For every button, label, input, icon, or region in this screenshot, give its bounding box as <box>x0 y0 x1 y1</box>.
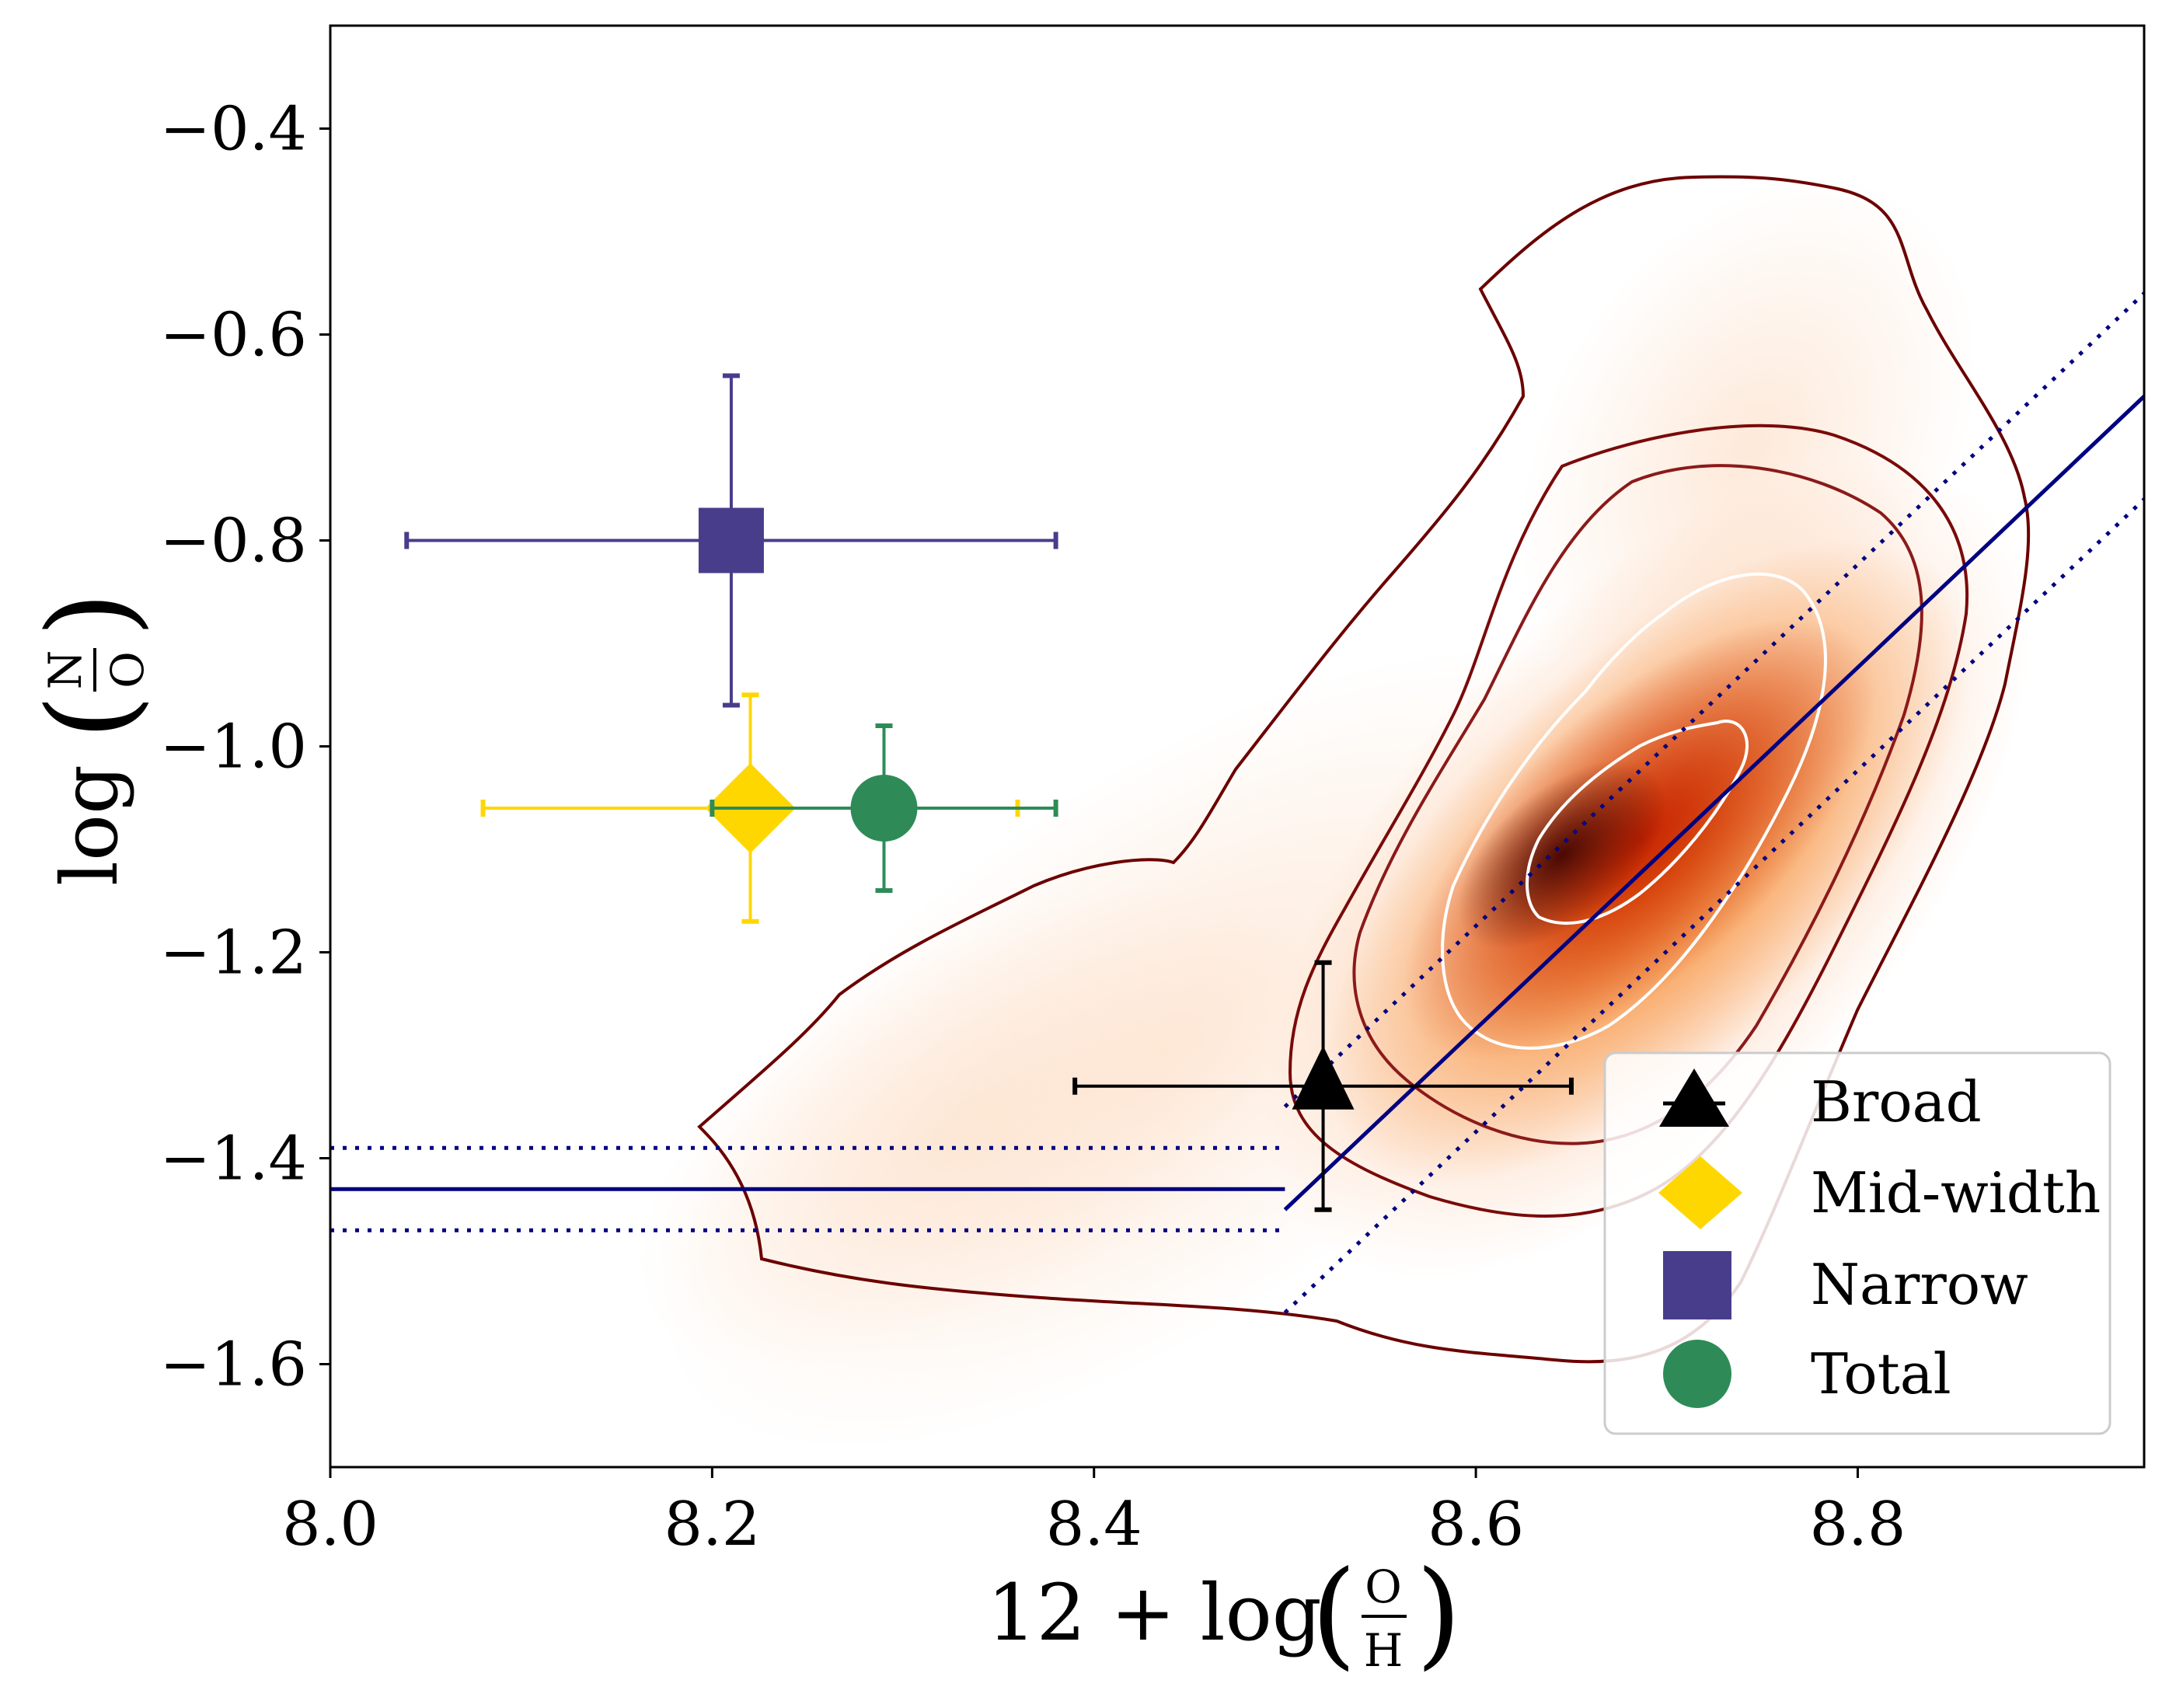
legend: Broad Mid-width Narrow Total <box>1603 1051 2111 1435</box>
data-point-narrow <box>404 373 1058 708</box>
y-tick-label: −0.4 <box>160 95 307 165</box>
svg-text:12 + log: 12 + log <box>987 1567 1322 1658</box>
slope-fit-line <box>1283 395 2144 1211</box>
legend-narrow-square <box>1663 1251 1731 1319</box>
legend-label-total: Total <box>1811 1341 1951 1406</box>
x-tick-label: 8.6 <box>1428 1490 1524 1560</box>
svg-text:): ) <box>1416 1546 1462 1682</box>
x-tick-label: 8.8 <box>1809 1490 1906 1560</box>
marker-triangle <box>1292 1045 1355 1110</box>
slope-upper-bound-line <box>1283 291 2144 1109</box>
svg-text:log: log <box>44 765 135 886</box>
legend-mid-width-diamond <box>1658 1156 1742 1229</box>
legend-label-mid-width: Mid-width <box>1811 1160 2101 1225</box>
density-halo-lower <box>636 884 1307 1369</box>
contour-level-5 <box>1526 720 1749 925</box>
x-axis-label: 12 + log ( O H ) <box>987 1546 1462 1682</box>
legend-total-circle <box>1663 1340 1731 1408</box>
svg-text:(: ( <box>1311 1546 1357 1682</box>
svg-text:H: H <box>1364 1624 1404 1677</box>
svg-text:(: ( <box>23 694 159 740</box>
legend-entry-narrow: Narrow <box>1663 1251 2028 1319</box>
y-tick-label: −1.2 <box>160 918 307 988</box>
legend-label-narrow: Narrow <box>1811 1252 2028 1317</box>
y-tick-label: −0.6 <box>160 301 307 371</box>
y-axis-label: log ( N O ) <box>23 591 159 886</box>
contour-level-4 <box>1441 572 1827 1050</box>
y-tick-label: −1.6 <box>160 1330 307 1400</box>
legend-entry-total: Total <box>1663 1340 1951 1408</box>
y-tick-label: −0.8 <box>160 507 307 577</box>
x-axis-ticks: 8.0 8.2 8.4 8.6 8.8 <box>282 1467 1906 1560</box>
svg-text:O: O <box>101 651 154 688</box>
legend-label-broad: Broad <box>1811 1069 1982 1135</box>
marker-square <box>698 507 764 573</box>
data-point-total <box>710 723 1058 893</box>
x-tick-label: 8.2 <box>664 1490 760 1560</box>
legend-broad-triangle <box>1659 1068 1729 1127</box>
contour-outer <box>697 175 2031 1364</box>
data-points <box>404 373 1574 1212</box>
reference-relation <box>330 291 2144 1315</box>
data-point-broad <box>1072 960 1574 1212</box>
svg-text:): ) <box>23 591 159 637</box>
x-tick-label: 8.0 <box>282 1490 378 1560</box>
svg-text:N: N <box>39 650 92 690</box>
density-core <box>1457 760 1667 950</box>
slope-lower-bound-line <box>1283 497 2144 1315</box>
legend-entry-mid-width: Mid-width <box>1658 1156 2101 1229</box>
legend-entry-broad: Broad <box>1659 1068 1982 1135</box>
y-tick-label: −1.0 <box>160 713 307 783</box>
density-background <box>636 176 2031 1452</box>
marker-circle <box>850 775 918 842</box>
svg-text:O: O <box>1365 1560 1402 1613</box>
y-axis-ticks: −0.4 −0.6 −0.8 −1.0 −1.2 −1.4 −1.6 <box>160 95 330 1400</box>
x-tick-label: 8.4 <box>1046 1490 1142 1560</box>
y-tick-label: −1.4 <box>160 1124 307 1194</box>
legend-box <box>1603 1051 2111 1435</box>
